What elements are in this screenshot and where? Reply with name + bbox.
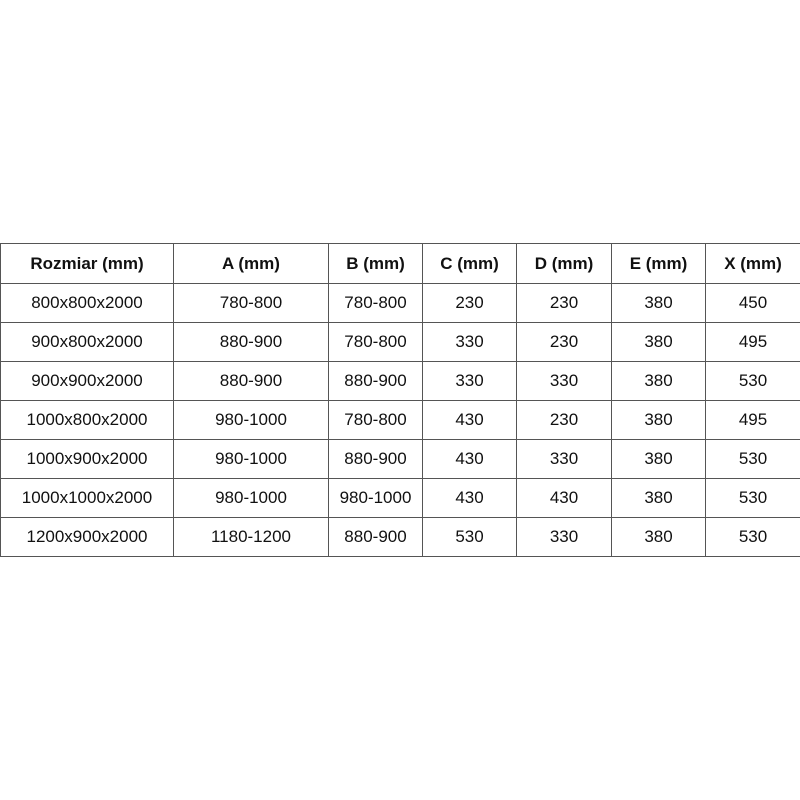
header-row: Rozmiar (mm) A (mm) B (mm) C (mm) D (mm) E (m… <box>0 243 800 284</box>
table-cell: 430 <box>422 478 517 518</box>
table-cell: 330 <box>516 439 612 479</box>
table-cell: 430 <box>422 400 517 440</box>
column-header: E (mm) <box>611 243 706 284</box>
column-header: C (mm) <box>422 243 517 284</box>
table-cell: 780-800 <box>328 322 423 362</box>
table-cell: 380 <box>611 361 706 401</box>
table-cell: 330 <box>422 322 517 362</box>
column-header: A (mm) <box>173 243 329 284</box>
table-cell: 450 <box>705 283 800 323</box>
table-cell: 880-900 <box>328 361 423 401</box>
table-cell: 330 <box>422 361 517 401</box>
table-cell: 780-800 <box>328 400 423 440</box>
table-cell: 980-1000 <box>173 439 329 479</box>
table-cell: 780-800 <box>328 283 423 323</box>
table-cell: 980-1000 <box>173 400 329 440</box>
table-cell: 330 <box>516 361 612 401</box>
table-cell: 330 <box>516 517 612 557</box>
table-cell: 230 <box>516 400 612 440</box>
table-cell: 780-800 <box>173 283 329 323</box>
column-header: X (mm) <box>705 243 800 284</box>
table-cell: 900x800x2000 <box>0 322 174 362</box>
table-cell: 230 <box>422 283 517 323</box>
column-header: B (mm) <box>328 243 423 284</box>
table-cell: 530 <box>705 361 800 401</box>
table-cell: 880-900 <box>328 517 423 557</box>
table-cell: 1180-1200 <box>173 517 329 557</box>
column-header: D (mm) <box>516 243 612 284</box>
table-cell: 880-900 <box>328 439 423 479</box>
table-cell: 1000x1000x2000 <box>0 478 174 518</box>
table-cell: 495 <box>705 322 800 362</box>
column-header: Rozmiar (mm) <box>0 243 174 284</box>
table-cell: 1000x900x2000 <box>0 439 174 479</box>
table-cell: 530 <box>422 517 517 557</box>
table-cell: 900x900x2000 <box>0 361 174 401</box>
table-cell: 530 <box>705 517 800 557</box>
table-cell: 430 <box>516 478 612 518</box>
table-cell: 230 <box>516 322 612 362</box>
dimensions-table: Rozmiar (mm) A (mm) B (mm) C (mm) D (mm) E (m… <box>0 243 800 557</box>
table-row: 1000x1000x2000 980-1000 980-1000 430 430 380 5… <box>0 478 800 518</box>
table-cell: 880-900 <box>173 361 329 401</box>
table-row: 1200x900x2000 1180-1200 880-900 530 330 380 53… <box>0 517 800 557</box>
table-cell: 530 <box>705 439 800 479</box>
table-row: 1000x900x2000 980-1000 880-900 430 330 380 530 <box>0 439 800 479</box>
table-row: 1000x800x2000 980-1000 780-800 430 230 380 495 <box>0 400 800 440</box>
table-row: 900x900x2000 880-900 880-900 330 330 380 530 <box>0 361 800 401</box>
table-cell: 1200x900x2000 <box>0 517 174 557</box>
table-cell: 230 <box>516 283 612 323</box>
table-cell: 380 <box>611 517 706 557</box>
table-cell: 980-1000 <box>173 478 329 518</box>
table-cell: 430 <box>422 439 517 479</box>
table-cell: 380 <box>611 478 706 518</box>
table-row: 800x800x2000 780-800 780-800 230 230 380 450 <box>0 283 800 323</box>
table-cell: 380 <box>611 439 706 479</box>
table-cell: 530 <box>705 478 800 518</box>
table-cell: 380 <box>611 400 706 440</box>
table-cell: 800x800x2000 <box>0 283 174 323</box>
table-row: 900x800x2000 880-900 780-800 330 230 380 495 <box>0 322 800 362</box>
table-cell: 1000x800x2000 <box>0 400 174 440</box>
table-cell: 880-900 <box>173 322 329 362</box>
table-cell: 495 <box>705 400 800 440</box>
table-cell: 980-1000 <box>328 478 423 518</box>
table-cell: 380 <box>611 322 706 362</box>
table-cell: 380 <box>611 283 706 323</box>
